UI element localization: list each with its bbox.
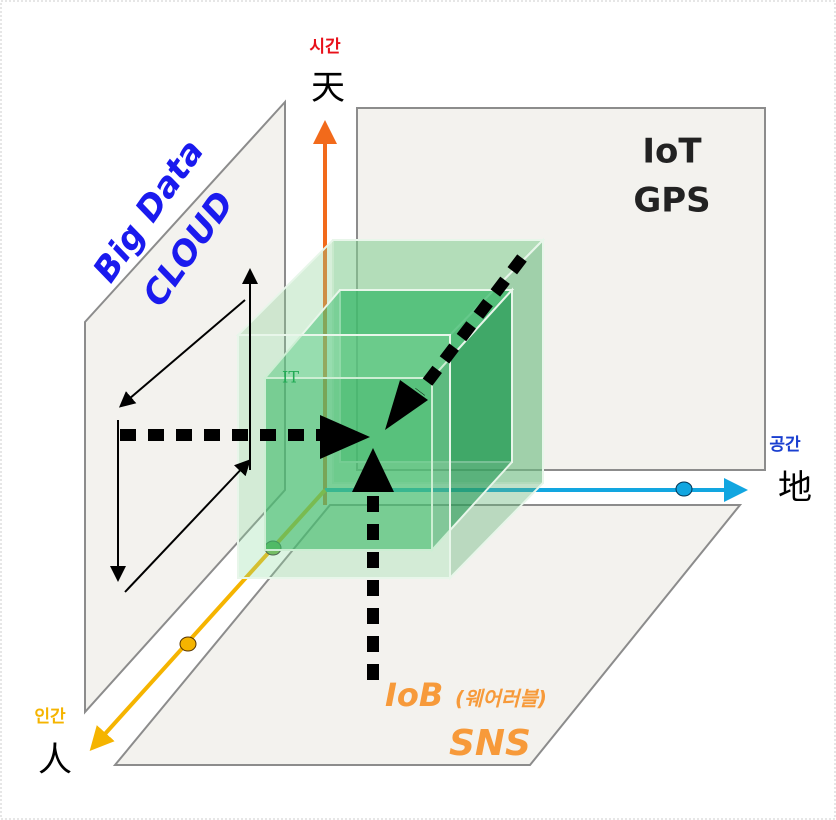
- cube-label: IT: [282, 368, 299, 387]
- time-label: 시간: [309, 37, 341, 57]
- diagram: IT 시간 天 공간 地 인간 人 IoT GPS Big Data CLOUD…: [0, 0, 836, 820]
- human-hanja: 人: [38, 740, 72, 780]
- space-hanja: 地: [778, 468, 812, 508]
- human-label: 인간: [34, 707, 66, 727]
- bottom-plane-text: SNS: [449, 723, 531, 764]
- human-dot: [180, 637, 196, 651]
- bottom-plane-sub: (웨어러블): [455, 687, 547, 711]
- space-label: 공간: [769, 435, 801, 455]
- time-hanja: 天: [311, 68, 345, 108]
- space-dot: [676, 482, 692, 496]
- bottom-plane-title: IoB: [385, 676, 443, 714]
- back-plane-text: IoT: [642, 132, 702, 172]
- back-plane-text: GPS: [633, 181, 710, 221]
